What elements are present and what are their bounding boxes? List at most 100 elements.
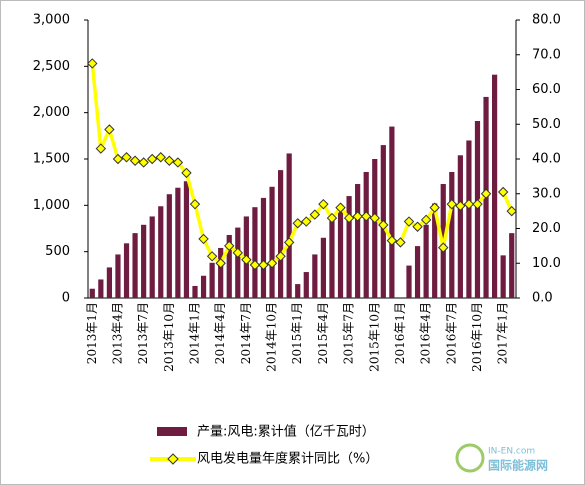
line-marker (412, 221, 423, 232)
y-tick-label: 2,000 (33, 105, 70, 120)
x-tick-label: 2013年4月 (110, 302, 124, 364)
y2-tick-label: 60.0 (532, 82, 561, 97)
line-marker (121, 152, 132, 163)
y-tick-label: 1,000 (33, 198, 70, 213)
legend-label: 产量:风电:累计值（亿千瓦时） (197, 424, 375, 440)
bar (175, 187, 181, 298)
y-tick-label: 1,500 (33, 152, 70, 167)
bar (466, 140, 472, 298)
line-marker (463, 198, 475, 210)
y-tick-label: 2,500 (33, 59, 70, 74)
x-tick-label: 2016年1月 (393, 302, 407, 364)
bar (132, 233, 138, 298)
x-tick-label: 2017年1月 (496, 302, 510, 364)
line-marker (318, 198, 329, 210)
line-marker (472, 198, 483, 210)
bar (166, 194, 172, 298)
x-tick-label: 2014年7月 (239, 302, 253, 364)
line-marker (429, 202, 440, 213)
line-marker (420, 214, 432, 226)
line-marker (395, 237, 406, 248)
watermark-url: IN-EN.com (488, 447, 535, 457)
bar (218, 247, 224, 298)
bar (457, 155, 463, 298)
x-tick-label: 2015年7月 (342, 302, 356, 364)
line-marker (232, 247, 244, 259)
line-marker (129, 155, 141, 166)
line-marker (95, 143, 107, 154)
watermark-logo (455, 443, 485, 473)
line-marker (164, 155, 175, 166)
line-marker (138, 157, 149, 168)
line-marker (146, 153, 158, 165)
bar (192, 285, 198, 298)
bar (492, 74, 498, 298)
x-tick-label: 2016年10月 (470, 302, 484, 372)
x-tick-label: 2016年4月 (419, 302, 433, 364)
bar (286, 153, 292, 298)
bar (252, 207, 258, 298)
bar (509, 233, 515, 298)
line-marker (438, 242, 449, 253)
line-marker (497, 186, 509, 198)
watermark-name: 国际能源网 (488, 458, 548, 473)
line-marker (455, 200, 466, 212)
bar (278, 170, 284, 298)
x-tick-label: 2015年10月 (367, 302, 381, 372)
bar (474, 121, 481, 298)
line-marker (403, 216, 415, 227)
line-marker (189, 198, 201, 210)
bar (423, 224, 429, 298)
line-marker (241, 254, 252, 265)
bar (141, 224, 147, 298)
line-marker (343, 212, 355, 224)
bar (106, 267, 112, 298)
line-marker (155, 152, 166, 163)
line-marker (275, 251, 286, 262)
line-marker (378, 219, 389, 231)
x-tick-label: 2015年1月 (290, 302, 304, 364)
bar (363, 171, 369, 298)
line-marker (360, 211, 372, 222)
bar (209, 262, 215, 298)
legend-bar-swatch (157, 427, 187, 436)
x-tick-label: 2014年10月 (265, 302, 279, 372)
legend: 产量:风电:累计值（亿千瓦时） 风电发电量年度累计同比（%） (150, 424, 378, 467)
x-tick-label: 2014年4月 (213, 302, 227, 364)
bar (303, 272, 309, 298)
bar (389, 126, 395, 298)
y2-tick-label: 50.0 (532, 117, 561, 132)
y2-tick-label: 0.0 (532, 291, 553, 306)
line-marker (112, 153, 124, 165)
line-marker (104, 124, 115, 135)
line-marker (249, 259, 261, 271)
y2-tick-label: 30.0 (532, 186, 561, 201)
bar (200, 275, 207, 298)
bar (500, 255, 506, 298)
bar (337, 209, 344, 298)
line-marker (283, 237, 295, 248)
y-tick-label: 3,000 (33, 13, 70, 28)
line-marker (326, 212, 338, 224)
line-marker (181, 167, 192, 179)
line-marker (309, 209, 321, 220)
x-tick-label: 2016年7月 (444, 302, 458, 364)
legend-label: 风电发电量年度累计同比（%） (197, 451, 378, 467)
line-marker (335, 202, 346, 213)
bar (235, 227, 241, 298)
line-marker (446, 198, 458, 210)
y2-tick-label: 20.0 (532, 221, 561, 236)
line-marker (266, 258, 278, 269)
line-marker (292, 218, 303, 229)
bar (295, 284, 301, 298)
x-tick-label: 2015年4月 (316, 302, 330, 364)
bar (183, 181, 190, 298)
y-tick-label: 0 (62, 291, 70, 306)
line-marker (480, 188, 492, 199)
bar (355, 184, 361, 298)
bar (406, 265, 412, 298)
x-tick-label: 2014年1月 (188, 302, 202, 364)
bar (414, 246, 421, 298)
bar (346, 196, 352, 298)
